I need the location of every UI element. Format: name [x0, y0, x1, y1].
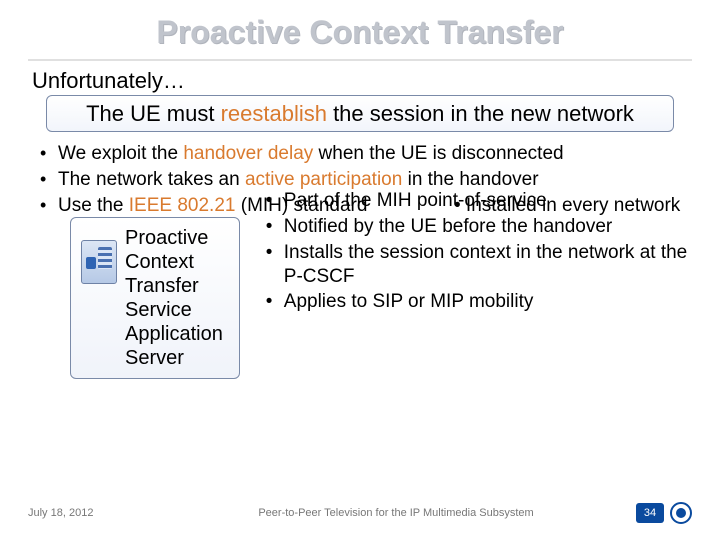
- pctss-l4: Service: [125, 299, 192, 321]
- rb-1: Part of the MIH point-of-service: [264, 189, 688, 213]
- footer-pagenum: 34: [634, 502, 692, 524]
- callout-pre: The UE must: [86, 101, 220, 126]
- footer-date: July 18, 2012: [28, 507, 158, 519]
- b2-post: in the handover: [402, 169, 538, 190]
- b3-hl: IEEE 802.21: [129, 195, 236, 216]
- right-bullets: Part of the MIH point-of-service Notifie…: [264, 189, 688, 316]
- footer: July 18, 2012 Peer-to-Peer Television fo…: [0, 502, 720, 524]
- server-icon: [81, 240, 117, 284]
- bullet-1: We exploit the handover delay when the U…: [36, 142, 688, 166]
- title-rule: [28, 59, 692, 61]
- lead-text: Unfortunately…: [32, 67, 688, 95]
- rb-4: Applies to SIP or MIP mobility: [264, 290, 688, 314]
- pctss-card: Proactive Context Transfer Service Appli…: [70, 217, 240, 379]
- slide-content: Unfortunately… The UE must reestablish t…: [0, 67, 720, 379]
- rb-3: Installs the session context in the netw…: [264, 241, 688, 289]
- b1-pre: We exploit the: [58, 143, 183, 164]
- b3-pre: Use the: [58, 195, 129, 216]
- slide-title: Proactive Context Transfer: [0, 0, 720, 59]
- pctss-row: Proactive Context Transfer Service Appli…: [32, 217, 688, 379]
- callout-highlight: reestablish: [221, 101, 327, 126]
- pctss-label: Proactive Context Transfer Service Appli…: [125, 226, 223, 370]
- callout-box: The UE must reestablish the session in t…: [46, 95, 674, 133]
- b2-hl: active participation: [245, 169, 402, 190]
- b2-pre: The network takes an: [58, 169, 245, 190]
- footer-title: Peer-to-Peer Television for the IP Multi…: [158, 507, 634, 519]
- pctss-l1: Proactive: [125, 227, 208, 249]
- b1-post: when the UE is disconnected: [313, 143, 563, 164]
- rb-2: Notified by the UE before the handover: [264, 215, 688, 239]
- bullet-2: The network takes an active participatio…: [36, 168, 688, 192]
- pctss-l2: Context: [125, 251, 194, 273]
- b1-hl: handover delay: [183, 143, 313, 164]
- logo-seal-icon: [670, 502, 692, 524]
- pctss-l5: Application: [125, 323, 223, 345]
- callout-post: the session in the new network: [327, 101, 634, 126]
- pctss-l6: Server: [125, 347, 184, 369]
- page-number-badge: 34: [636, 503, 664, 523]
- pctss-l3: Transfer: [125, 275, 199, 297]
